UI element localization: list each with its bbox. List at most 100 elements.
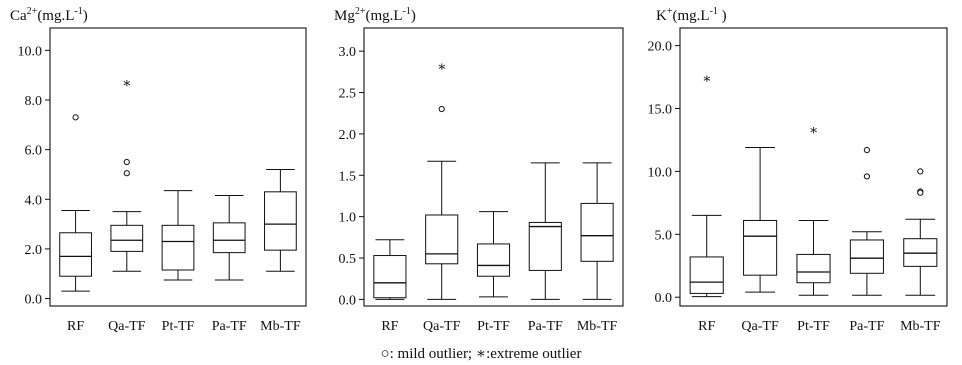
- iqr-box: [476, 243, 511, 277]
- y-tick-label: 2.0: [25, 243, 43, 258]
- extreme-outlier: ∗: [702, 72, 712, 87]
- x-tick-label: Pt-TF: [477, 319, 510, 334]
- box-pa-tf: [212, 195, 246, 281]
- plot-frame: [49, 27, 307, 307]
- extreme-outlier: ∗: [122, 76, 132, 91]
- title-superscript: -1: [403, 6, 411, 17]
- iqr-box: [161, 224, 195, 271]
- x-tick-label: Pt-TF: [797, 319, 830, 334]
- mild-outlier-symbol: ○: [380, 346, 390, 362]
- box-pa-tf: [528, 162, 562, 300]
- iqr-box: [796, 253, 831, 284]
- mild-outlier: [917, 189, 924, 196]
- x-tick-label: RF: [67, 319, 84, 334]
- box-qa-tf: ∗: [110, 76, 144, 272]
- x-tick-label: Qa-TF: [108, 319, 146, 334]
- box-qa-tf: ∗: [425, 60, 459, 300]
- plot-frame: [679, 27, 948, 307]
- x-tick-label: Mb-TF: [577, 319, 618, 334]
- x-tick-label: Mb-TF: [900, 319, 941, 334]
- mild-outlier: [123, 158, 130, 166]
- y-tick-label: 0.0: [25, 293, 43, 308]
- title-text: Mg: [334, 8, 355, 24]
- y-tick-label: 1.5: [339, 169, 357, 184]
- iqr-box: [425, 214, 459, 265]
- box-mb-tf: [580, 162, 614, 300]
- title-superscript: +: [667, 6, 673, 17]
- extreme-outlier-label: :extreme outlier: [486, 346, 582, 362]
- iqr-box: [689, 256, 724, 294]
- y-tick-label: 8.0: [25, 94, 43, 109]
- extreme-outlier: ∗: [437, 60, 447, 75]
- title-superscript: 2+: [355, 6, 366, 17]
- title-superscript: -1: [710, 6, 718, 17]
- box-qa-tf: [743, 147, 778, 293]
- x-tick-label: Mb-TF: [260, 319, 301, 334]
- y-tick-label: 5.0: [655, 228, 673, 243]
- chart-title: Mg2+(mg.L-1): [334, 6, 416, 24]
- box-rf: [373, 239, 407, 300]
- x-tick-label: Pa-TF: [849, 319, 884, 334]
- mild-outlier: [72, 114, 79, 121]
- x-tick-label: Pt-TF: [162, 319, 195, 334]
- title-superscript: -1: [74, 6, 82, 17]
- title-superscript: 2+: [27, 6, 38, 17]
- y-tick-label: 1.0: [339, 211, 357, 226]
- iqr-box: [59, 232, 92, 277]
- chart-panel-2: Mg2+(mg.L-1) 0.0 0.5 1.0 1.5 2.0 2.5 3.0 RF ∗ Qa-T…: [334, 6, 624, 334]
- y-tick-label: 0.5: [339, 252, 357, 267]
- legend: ○: mild outlier; ∗:extreme outlier: [0, 344, 962, 363]
- y-tick-label: 3.0: [339, 45, 357, 60]
- chart-title: K+(mg.L-1 ): [656, 6, 727, 24]
- y-tick-label: 10.0: [18, 44, 43, 59]
- y-tick-label: 0.0: [655, 291, 673, 306]
- iqr-box: [849, 239, 884, 274]
- y-tick-label: 2.5: [339, 87, 357, 102]
- box-pt-tf: [161, 190, 195, 281]
- x-tick-label: Pa-TF: [212, 319, 247, 334]
- chart-title: Ca2+(mg.L-1): [10, 6, 88, 24]
- mild-outlier-label: : mild outlier;: [389, 346, 473, 362]
- extreme-outlier-symbol: ∗: [475, 346, 487, 362]
- x-tick-label: Qa-TF: [741, 319, 779, 334]
- boxplot-figure: Ca2+(mg.L-1)0.02.04.06.08.010.0RF∗Qa-TF P…: [10, 6, 948, 334]
- iqr-box: [212, 222, 246, 254]
- y-tick-label: 4.0: [25, 193, 43, 208]
- box-rf: [59, 114, 92, 292]
- box-pt-tf: ∗: [796, 124, 831, 296]
- y-tick-label: 15.0: [648, 103, 673, 118]
- iqr-box: [110, 224, 144, 252]
- y-tick-label: 6.0: [25, 144, 43, 159]
- mild-outlier: [863, 146, 871, 154]
- mild-outlier: [863, 173, 871, 180]
- plot-frame: [363, 27, 624, 307]
- y-tick-label: 20.0: [648, 40, 673, 55]
- box-rf: ∗: [689, 72, 724, 298]
- title-text: (mg.L: [365, 8, 402, 24]
- y-tick-label: 2.0: [339, 128, 357, 143]
- x-tick-label: RF: [381, 319, 398, 334]
- extreme-outlier: ∗: [809, 124, 819, 139]
- y-tick-label: 10.0: [648, 165, 673, 180]
- title-text: (mg.L: [672, 8, 709, 24]
- title-text: ): [411, 8, 416, 24]
- title-text: ): [718, 8, 727, 24]
- box-mb-tf: [264, 168, 297, 272]
- title-text: (mg.L: [37, 8, 74, 24]
- title-text: K: [656, 8, 667, 24]
- box-pa-tf: [849, 146, 884, 296]
- y-tick-label: 0.0: [339, 293, 357, 308]
- box-pt-tf: [476, 211, 511, 298]
- mild-outlier: [438, 105, 445, 113]
- iqr-box: [373, 255, 407, 299]
- title-text: ): [83, 8, 88, 24]
- mild-outlier: [917, 168, 924, 175]
- iqr-box: [264, 191, 297, 251]
- x-tick-label: RF: [698, 319, 715, 334]
- chart-panel-1: Ca2+(mg.L-1) 0.0 2.0 4.0 6.0 8.0 10.0 RF ∗ Qa-TF P…: [10, 6, 307, 334]
- box-mb-tf: [903, 168, 938, 296]
- title-text: Ca: [10, 8, 27, 24]
- chart-panel-3: K+(mg.L-1 ) 0.0 5.0 10.0 15.0 20.0 ∗ RF Qa-TF ∗ Pt…: [648, 6, 948, 334]
- iqr-box: [580, 202, 614, 262]
